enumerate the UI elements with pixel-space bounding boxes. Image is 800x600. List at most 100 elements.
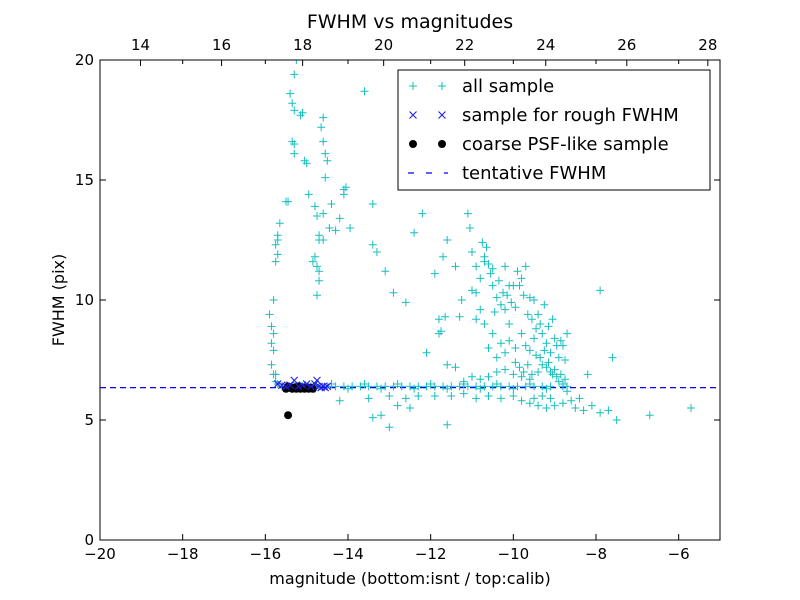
all-sample-point [482,243,491,252]
all-sample-point [441,312,450,321]
all-sample-point [315,276,324,285]
all-sample-point [476,384,485,393]
all-sample-point [451,262,460,271]
top-tick-label: 24 [536,36,555,54]
all-sample-point [583,370,592,379]
legend-x-marker [438,111,446,119]
all-sample-point [538,329,547,338]
plot-area [100,60,720,432]
all-sample-point [273,236,282,244]
all-sample-point [530,334,538,343]
all-sample-point [552,372,561,381]
all-sample-point [525,346,534,355]
x-tick-label: −14 [332,545,364,563]
all-sample-point [538,392,547,400]
all-sample-point [348,382,357,391]
legend-entry: coarse PSF-like sample [409,134,669,155]
all-sample-point [397,382,406,391]
all-sample-point [437,327,445,336]
all-sample-point [488,329,497,338]
all-sample-point [344,384,352,393]
all-sample-point [488,281,497,290]
all-sample-point [406,382,414,391]
all-sample-point [339,382,348,391]
all-sample-point [321,173,330,182]
legend-label: sample for rough FWHM [462,105,679,126]
all-sample-point [554,377,563,386]
all-sample-point [443,420,452,429]
all-sample-point [468,248,476,256]
all-sample-point [501,305,510,314]
legend-dot-marker [409,140,417,148]
all-sample-point [517,329,526,338]
all-sample-point [463,382,472,391]
all-sample-point [484,344,493,352]
all-sample-point [455,312,464,321]
all-sample-point [513,382,522,391]
all-sample-point [608,353,617,362]
all-sample-point [315,267,324,276]
all-sample-point [486,269,495,278]
legend-entry: tentative FWHM [408,163,606,184]
all-sample-point [368,413,377,422]
all-sample-point [596,286,605,295]
all-sample-point [496,382,505,391]
legend-dot-marker [438,140,446,148]
all-sample-point [459,380,468,388]
y-tick-label: 5 [84,411,94,429]
all-sample-point [339,190,348,199]
x-tick-label: −10 [498,545,530,563]
all-sample-point [356,382,365,391]
all-sample-point [645,411,654,420]
all-sample-point [319,209,328,218]
all-sample-point [434,315,443,324]
top-tick-label: 16 [212,36,231,54]
all-sample-point [480,382,489,391]
all-sample-point [492,353,501,362]
all-sample-point [546,348,555,357]
all-sample-point [286,89,295,98]
all-sample-point [269,346,278,355]
all-sample-point [515,363,524,372]
all-sample-point [321,149,330,158]
all-sample-point [381,267,390,276]
all-sample-point [325,224,334,232]
all-sample-point [523,360,532,369]
all-sample-point [548,370,557,379]
all-sample-point [385,423,394,432]
all-sample-point [575,394,584,403]
top-tick-label: 28 [698,36,717,54]
all-sample-point [331,226,340,235]
all-sample-point [472,288,481,297]
all-sample-point [455,382,464,391]
all-sample-point [310,202,319,211]
all-sample-point [492,380,501,388]
y-axis-label: FWHM (pix) [49,254,68,347]
legend-entry: all sample [409,76,554,97]
y-tick-label: 20 [75,51,94,69]
all-sample-point [530,296,538,304]
x-tick-label: −8 [585,545,607,563]
all-sample-point [509,384,518,393]
x-tick-label: −16 [250,545,282,563]
all-sample-point [517,274,526,283]
legend-plus-marker [438,82,446,90]
all-sample-point [443,360,452,369]
all-sample-point [579,406,588,415]
all-sample-point [612,416,621,424]
legend: all sample sample for rough FWHM coarse PS… [397,69,711,191]
all-sample-point [443,384,452,393]
all-sample-point [364,382,373,391]
top-tick-label: 18 [293,36,312,54]
all-sample-point [313,291,321,300]
all-sample-point [327,380,336,388]
all-sample-point [521,262,530,271]
all-sample-point [360,380,369,388]
all-sample-point [488,264,497,273]
all-sample-point [530,382,538,391]
legend-entry: sample for rough FWHM [409,105,679,126]
all-sample-point [530,394,538,403]
all-sample-point [284,197,293,206]
all-sample-point [476,305,485,314]
all-sample-point [472,382,481,391]
